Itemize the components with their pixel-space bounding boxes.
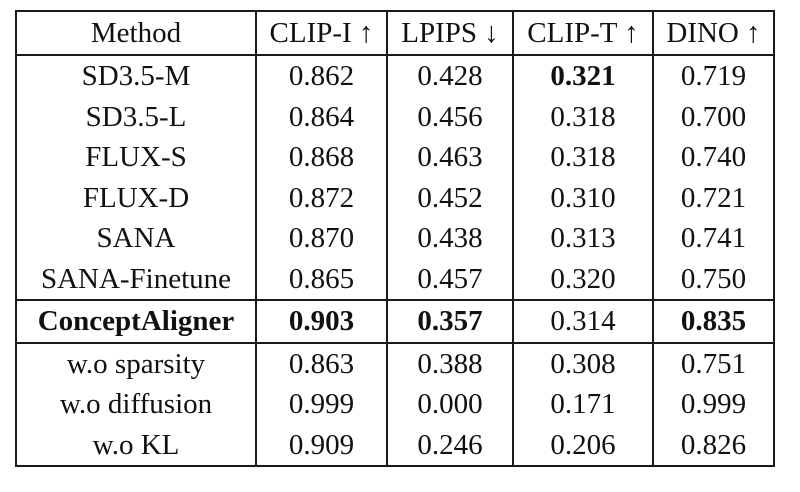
table-row: ConceptAligner 0.903 0.357 0.314 0.835: [15, 299, 775, 344]
clip-i-cell: 0.870: [255, 218, 388, 259]
method-cell: w.o sparsity: [15, 342, 257, 384]
header-method: Method: [15, 11, 257, 56]
clip-i-cell: 0.864: [255, 96, 388, 137]
clip-i-cell: 0.999: [255, 384, 388, 425]
clip-t-cell: 0.171: [512, 384, 654, 425]
method-cell: w.o diffusion: [15, 384, 257, 425]
results-table: Method CLIP-I ↑ LPIPS ↓ CLIP-T ↑ DINO ↑ …: [15, 10, 775, 467]
clip-i-cell: 0.872: [255, 177, 388, 218]
header-row: Method CLIP-I ↑ LPIPS ↓ CLIP-T ↑ DINO ↑: [15, 11, 775, 56]
dino-cell: 0.721: [652, 177, 775, 218]
table-row: SD3.5-M 0.862 0.428 0.321 0.719: [15, 55, 775, 97]
header-dino: DINO ↑: [652, 11, 775, 56]
table-row: FLUX-D 0.872 0.452 0.310 0.721: [15, 177, 775, 218]
clip-t-cell: 0.314: [512, 299, 654, 344]
dino-cell: 0.835: [652, 299, 775, 344]
clip-i-cell: 0.863: [255, 342, 388, 384]
dino-cell: 0.700: [652, 96, 775, 137]
clip-t-cell: 0.320: [512, 258, 654, 300]
table-row: SANA-Finetune 0.865 0.457 0.320 0.750: [15, 258, 775, 300]
table-row: FLUX-S 0.868 0.463 0.318 0.740: [15, 137, 775, 178]
method-cell: w.o KL: [15, 424, 257, 466]
clip-t-cell: 0.313: [512, 218, 654, 259]
table-row: SANA 0.870 0.438 0.313 0.741: [15, 218, 775, 259]
clip-t-cell: 0.308: [512, 342, 654, 384]
header-lpips: LPIPS ↓: [386, 11, 514, 56]
table-row: w.o sparsity 0.863 0.388 0.308 0.751: [15, 342, 775, 384]
lpips-cell: 0.000: [386, 384, 514, 425]
clip-i-cell: 0.865: [255, 258, 388, 300]
header-clip-i: CLIP-I ↑: [255, 11, 388, 56]
table-body: SD3.5-M 0.862 0.428 0.321 0.719 SD3.5-L 0.864 0…: [15, 55, 775, 466]
method-cell: SANA: [15, 218, 257, 259]
dino-cell: 0.719: [652, 55, 775, 97]
clip-t-cell: 0.318: [512, 96, 654, 137]
lpips-cell: 0.246: [386, 424, 514, 466]
dino-cell: 0.741: [652, 218, 775, 259]
dino-cell: 0.751: [652, 342, 775, 384]
clip-i-cell: 0.862: [255, 55, 388, 97]
method-cell: FLUX-S: [15, 137, 257, 178]
method-cell: SD3.5-L: [15, 96, 257, 137]
table-row: SD3.5-L 0.864 0.456 0.318 0.700: [15, 96, 775, 137]
method-cell: SD3.5-M: [15, 55, 257, 97]
lpips-cell: 0.428: [386, 55, 514, 97]
method-cell: ConceptAligner: [15, 299, 257, 344]
lpips-cell: 0.456: [386, 96, 514, 137]
dino-cell: 0.826: [652, 424, 775, 466]
clip-t-cell: 0.206: [512, 424, 654, 466]
lpips-cell: 0.457: [386, 258, 514, 300]
dino-cell: 0.750: [652, 258, 775, 300]
clip-t-cell: 0.310: [512, 177, 654, 218]
method-cell: SANA-Finetune: [15, 258, 257, 300]
table-row: w.o KL 0.909 0.246 0.206 0.826: [15, 424, 775, 466]
header-clip-t: CLIP-T ↑: [512, 11, 654, 56]
clip-i-cell: 0.868: [255, 137, 388, 178]
clip-i-cell: 0.909: [255, 424, 388, 466]
dino-cell: 0.999: [652, 384, 775, 425]
lpips-cell: 0.357: [386, 299, 514, 344]
dino-cell: 0.740: [652, 137, 775, 178]
lpips-cell: 0.463: [386, 137, 514, 178]
lpips-cell: 0.452: [386, 177, 514, 218]
clip-t-cell: 0.321: [512, 55, 654, 97]
method-cell: FLUX-D: [15, 177, 257, 218]
table-row: w.o diffusion 0.999 0.000 0.171 0.999: [15, 384, 775, 425]
clip-i-cell: 0.903: [255, 299, 388, 344]
lpips-cell: 0.438: [386, 218, 514, 259]
clip-t-cell: 0.318: [512, 137, 654, 178]
lpips-cell: 0.388: [386, 342, 514, 384]
